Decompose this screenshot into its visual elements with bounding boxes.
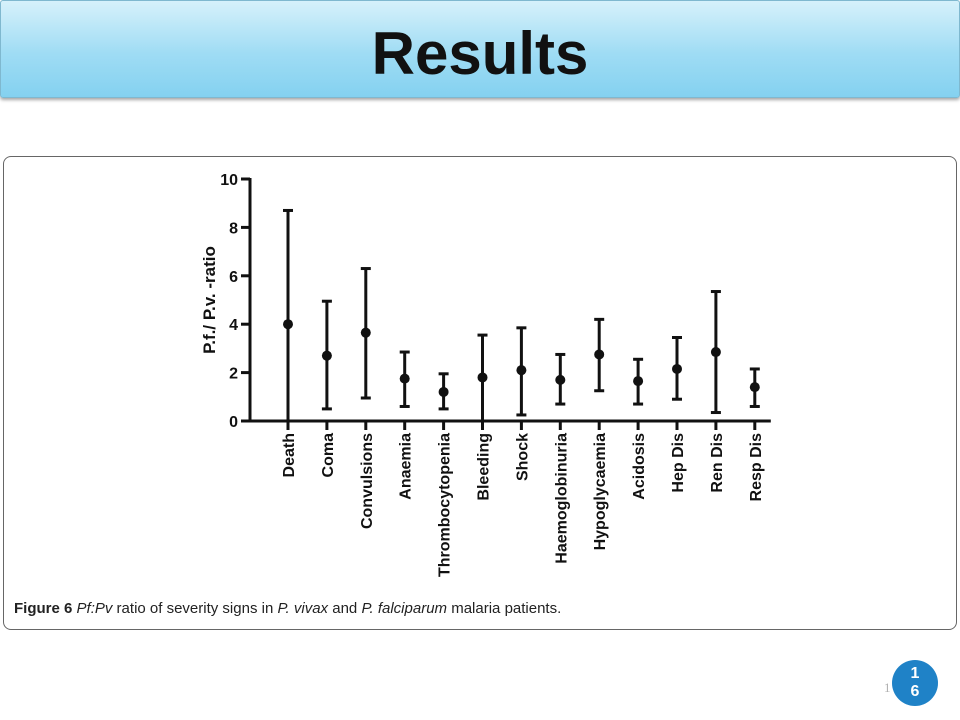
slide-number-faint: 1 <box>884 680 891 695</box>
slide-number-badge: 16 <box>892 660 938 706</box>
data-point <box>633 376 644 387</box>
y-tick-label: 6 <box>229 269 238 286</box>
caption-text-3: malaria patients. <box>447 600 562 617</box>
data-point <box>516 365 527 376</box>
caption-text-1: ratio of severity signs in <box>112 600 278 617</box>
x-category-label: Ren Dis <box>709 433 726 493</box>
data-point <box>555 374 566 385</box>
data-point <box>749 382 760 393</box>
x-category-label: Bleeding <box>476 433 493 501</box>
x-category-label: Anaemia <box>398 433 415 500</box>
caption-species-1: P. vivax <box>277 600 329 617</box>
data-point <box>672 363 682 374</box>
figure-caption: Figure 6 Pf:Pv ratio of severity signs i… <box>14 600 561 617</box>
figure-frame: 0 2 4 6 8 10 P.f./ P.v. -ratio Death Coma Convuls… <box>3 156 957 630</box>
x-category-label: Acidosis <box>631 433 648 500</box>
x-category-label: Hep Dis <box>670 433 687 493</box>
x-category-label: Coma <box>320 433 337 478</box>
x-category-label: Haemoglobinuria <box>553 433 570 564</box>
caption-species-2: P. falciparum <box>361 600 448 617</box>
data-point <box>360 327 371 338</box>
slide-number: 16 <box>910 665 920 700</box>
caption-lead: Figure 6 <box>14 600 73 617</box>
y-tick-label: 10 <box>220 172 238 189</box>
x-category-label: Death <box>281 433 298 477</box>
data-point <box>438 386 449 397</box>
title-banner: Results <box>0 0 960 98</box>
x-category-label: Hypoglycaemia <box>592 433 609 550</box>
caption-text-2: and <box>328 600 362 617</box>
x-category-label: Convulsions <box>359 433 376 529</box>
y-axis-label: P.f./ P.v. -ratio <box>200 246 219 354</box>
x-category-label: Shock <box>514 433 531 481</box>
error-bar-chart: 0 2 4 6 8 10 P.f./ P.v. -ratio Death Coma Convuls… <box>200 172 771 577</box>
data-point <box>710 347 721 358</box>
x-category-label: Resp Dis <box>748 433 765 502</box>
x-category-label: Thrombocytopenia <box>437 433 454 577</box>
data-point <box>399 373 410 384</box>
y-tick-label: 2 <box>229 366 238 383</box>
y-tick-label: 4 <box>229 317 238 334</box>
data-point <box>321 350 332 361</box>
data-point <box>283 319 293 330</box>
y-tick-label: 8 <box>229 220 238 237</box>
slide-title: Results <box>371 19 589 87</box>
caption-ratio: Pf:Pv <box>76 600 113 617</box>
data-point <box>594 349 605 360</box>
data-point <box>477 372 488 383</box>
y-tick-label: 0 <box>229 414 238 431</box>
